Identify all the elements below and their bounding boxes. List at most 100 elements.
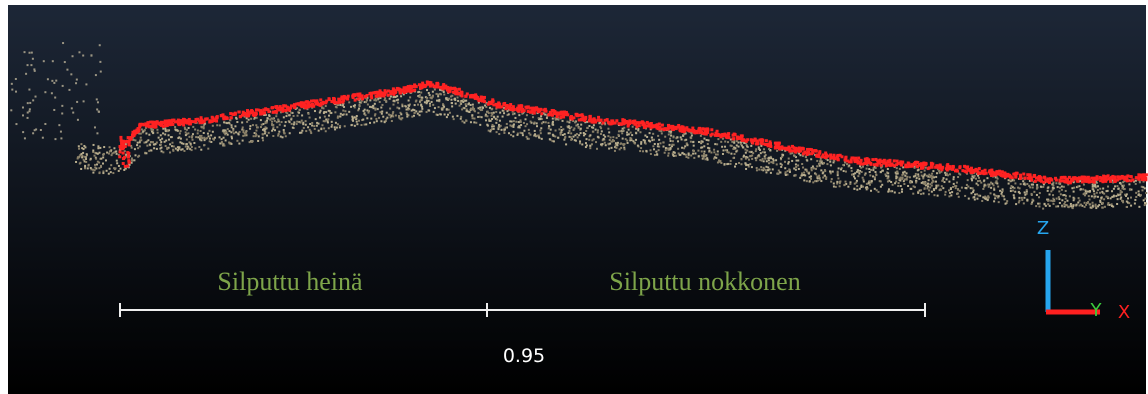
point — [400, 95, 402, 97]
point — [764, 158, 766, 160]
point — [661, 127, 664, 130]
point — [839, 180, 841, 182]
point — [1003, 171, 1006, 174]
point — [1063, 186, 1065, 188]
point — [1138, 206, 1140, 208]
point — [377, 108, 379, 110]
point — [897, 185, 899, 187]
point — [667, 149, 669, 151]
point — [881, 170, 883, 172]
point — [833, 160, 835, 162]
point — [693, 157, 695, 159]
point — [446, 116, 448, 118]
point — [664, 152, 666, 154]
point — [426, 97, 428, 99]
point — [166, 147, 168, 149]
point — [1138, 190, 1140, 192]
point — [83, 145, 85, 147]
point — [1126, 174, 1129, 177]
point — [975, 178, 977, 180]
point — [92, 172, 94, 174]
point — [29, 102, 31, 104]
point — [658, 139, 660, 141]
point — [119, 136, 122, 139]
point — [112, 172, 114, 174]
point — [667, 155, 669, 157]
point — [344, 125, 346, 127]
point — [1113, 180, 1116, 183]
point — [965, 187, 967, 189]
point — [212, 125, 214, 127]
point — [248, 119, 250, 121]
point — [527, 110, 530, 113]
point — [589, 147, 591, 149]
point — [500, 125, 502, 127]
point — [255, 133, 257, 135]
point — [820, 161, 822, 163]
point — [745, 168, 747, 170]
point — [1088, 195, 1090, 197]
point — [532, 116, 534, 118]
point — [839, 154, 842, 157]
point — [1102, 188, 1104, 190]
point — [407, 107, 409, 109]
point — [511, 121, 513, 123]
point — [10, 109, 12, 111]
point — [727, 132, 730, 135]
point — [806, 180, 808, 182]
point — [27, 102, 29, 104]
point — [289, 132, 291, 134]
point — [51, 80, 53, 82]
point — [588, 125, 590, 127]
point — [1026, 199, 1028, 201]
point — [472, 94, 475, 97]
point — [756, 141, 759, 144]
point — [420, 92, 422, 94]
point — [675, 127, 678, 130]
point — [330, 112, 332, 114]
point — [1135, 183, 1137, 185]
point — [525, 125, 527, 127]
point — [223, 137, 225, 139]
point — [567, 132, 569, 134]
point — [927, 167, 930, 170]
point — [708, 139, 710, 141]
point — [386, 112, 388, 114]
point — [961, 187, 963, 189]
point — [1127, 197, 1129, 199]
point — [280, 136, 282, 138]
point — [431, 97, 433, 99]
point — [497, 116, 499, 118]
point — [987, 199, 989, 201]
point — [302, 123, 304, 125]
point — [526, 105, 529, 108]
point — [618, 134, 620, 136]
point — [562, 128, 564, 130]
point — [223, 121, 225, 123]
point — [565, 143, 567, 145]
point — [579, 142, 581, 144]
point — [926, 187, 928, 189]
point — [1116, 203, 1118, 205]
point — [262, 133, 264, 135]
point — [998, 201, 1000, 203]
point — [1093, 193, 1095, 195]
point — [290, 119, 292, 121]
point — [868, 168, 870, 170]
point — [102, 163, 104, 165]
point — [677, 148, 679, 150]
point — [1063, 176, 1066, 179]
point — [1026, 189, 1028, 191]
point — [307, 126, 309, 128]
point — [443, 91, 445, 93]
point — [1047, 190, 1049, 192]
point — [1014, 182, 1016, 184]
point — [822, 153, 825, 156]
point — [200, 139, 202, 141]
point — [932, 175, 934, 177]
point — [415, 100, 417, 102]
point — [488, 130, 490, 132]
point — [457, 93, 460, 96]
point — [809, 181, 811, 183]
point — [84, 165, 86, 167]
